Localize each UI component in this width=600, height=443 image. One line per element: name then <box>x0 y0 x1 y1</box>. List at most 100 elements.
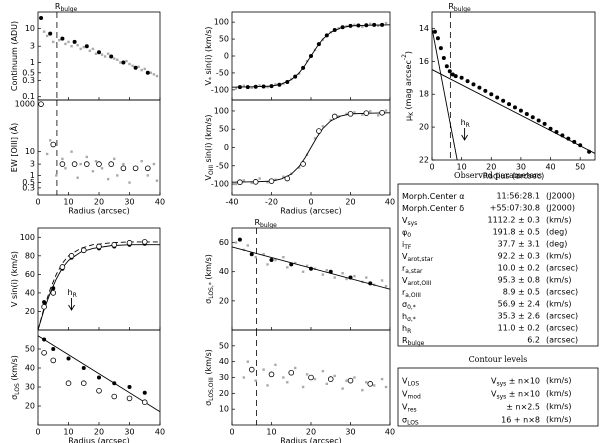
open-point <box>268 178 275 184</box>
y-axis-label: μK (mag arcsec-2) <box>401 51 415 121</box>
filled-point <box>269 258 274 263</box>
grey-point <box>116 58 119 61</box>
open-point <box>252 179 259 185</box>
open-point <box>80 380 87 387</box>
y-axis-label-part: (km/s) <box>10 355 19 383</box>
grey-point <box>262 253 265 256</box>
param-value-sub: sys <box>496 381 506 388</box>
filled-point <box>145 70 150 75</box>
x-tick-label: 20 <box>94 198 104 207</box>
param-value: 16 + n×8 <box>501 415 540 424</box>
grey-point <box>125 59 128 63</box>
plot-frame <box>37 11 161 101</box>
y-axis-label: σLOS (km/s) <box>10 355 22 400</box>
param-unit: (arcsec) <box>546 288 578 297</box>
open-point <box>38 101 44 107</box>
y-axis-label-sub: LOS,* <box>208 282 215 299</box>
param-name-part: r <box>402 288 406 297</box>
grey-point <box>76 44 79 47</box>
filled-point <box>42 300 47 305</box>
filled-point <box>459 75 464 80</box>
grey-point <box>242 84 246 87</box>
param-unit: (km/s) <box>546 402 572 411</box>
y-tick-label: 10 <box>219 405 229 414</box>
param-value: Vsys ± n×10 <box>491 389 540 401</box>
grey-point <box>369 110 372 113</box>
param-unit: (deg) <box>546 240 567 249</box>
y-tick-label: 1 <box>30 171 35 180</box>
grey-point <box>313 377 317 381</box>
filled-point <box>530 115 535 120</box>
param-name-sub: a,OIII <box>405 292 421 299</box>
bulge-label-part: R <box>55 2 61 11</box>
param-name: φ0 <box>402 228 411 240</box>
filled-point <box>518 108 523 113</box>
y-tick-label: 0 <box>224 143 229 152</box>
open-point <box>300 161 306 167</box>
filled-point <box>438 46 443 51</box>
open-point <box>126 395 133 402</box>
grey-point <box>266 384 269 387</box>
param-value-part: ± n×10 <box>506 389 540 398</box>
param-value: 92.2 ± 0.3 <box>498 252 540 261</box>
param-unit: (km/s) <box>546 300 572 309</box>
open-point <box>347 377 354 384</box>
filled-point <box>112 381 117 386</box>
filled-point <box>507 102 512 107</box>
y-axis-label-part: V <box>204 80 213 86</box>
grey-point <box>266 263 269 266</box>
grey-point <box>353 274 356 278</box>
param-name-sub: arot,star <box>407 256 433 263</box>
grey-point <box>146 174 149 177</box>
grey-point <box>70 44 73 48</box>
filled-point <box>340 25 345 30</box>
filled-point <box>237 237 242 242</box>
grey-point <box>294 261 297 265</box>
open-point <box>59 161 66 167</box>
model-line <box>37 244 160 331</box>
param-value-part: ± n×2.5 <box>506 402 540 411</box>
param-name-sub: arot,OIII <box>407 280 431 287</box>
y-axis-label-part: μ <box>404 116 413 121</box>
param-value: 11:56:28.1 <box>496 192 540 201</box>
scale-label-sub: R <box>466 122 470 129</box>
y-tick-label: 40 <box>25 288 35 297</box>
x-tick-label: 20 <box>94 428 104 437</box>
grey-point <box>88 49 92 52</box>
filled-point <box>42 337 47 342</box>
y-tick-label: -50 <box>216 68 229 77</box>
param-name-sub: mod <box>407 394 421 401</box>
grey-point <box>337 27 340 30</box>
x-tick-label: 50 <box>575 163 585 172</box>
param-name-part: V <box>402 276 408 285</box>
param-name-sub: R <box>407 328 411 335</box>
open-point <box>80 247 87 254</box>
grey-point <box>337 115 340 118</box>
filled-point <box>578 143 583 148</box>
bulge-label-part: R <box>254 218 260 227</box>
y-axis-label-part: sin(i) (km/s) <box>204 26 213 77</box>
filled-point <box>435 36 440 41</box>
grey-point <box>106 52 110 55</box>
open-point <box>84 161 90 167</box>
x-tick-label: 20 <box>486 163 496 172</box>
grey-point <box>301 385 305 389</box>
x-tick-label: 30 <box>516 163 526 172</box>
grey-point <box>262 368 265 371</box>
x-tick-label: 10 <box>457 163 467 172</box>
filled-point <box>554 130 559 135</box>
param-name-part: r <box>402 264 406 273</box>
param-name-part: V <box>402 252 408 261</box>
grey-point <box>67 40 70 44</box>
param-name-part: h <box>402 312 407 321</box>
param-value: 95.3 ± 0.8 <box>498 276 540 285</box>
param-unit: (km/s) <box>546 376 572 385</box>
grey-point <box>384 21 388 25</box>
y-tick-label: 0.5 <box>22 68 35 77</box>
open-point <box>347 111 354 117</box>
grey-point <box>49 139 52 142</box>
filled-point <box>309 266 313 271</box>
y-tick-label: 50 <box>219 35 229 44</box>
grey-point <box>140 68 143 72</box>
filled-point <box>372 22 377 27</box>
